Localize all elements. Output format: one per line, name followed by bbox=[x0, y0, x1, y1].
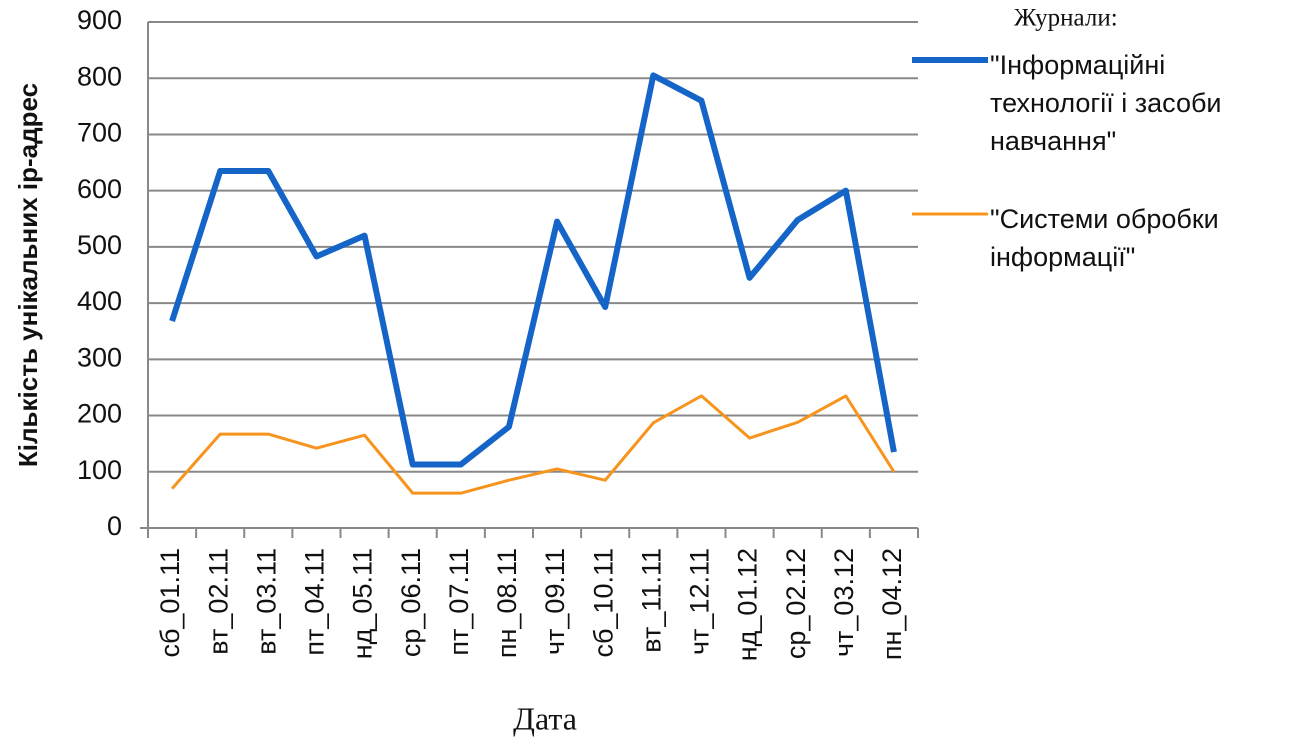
x-tick-label: ср_02.12 bbox=[781, 548, 811, 659]
x-tick-label: нд_05.11 bbox=[348, 548, 378, 659]
x-tick-label: чт_09.11 bbox=[540, 548, 570, 655]
x-tick-label: сб_01.11 bbox=[155, 548, 185, 658]
y-tick-label: 200 bbox=[77, 399, 122, 429]
x-tick-label: чт_12.11 bbox=[685, 548, 715, 655]
x-tick-label: вт_03.11 bbox=[251, 548, 281, 655]
y-axis-label: Кількість унікальних ip-адрес bbox=[13, 83, 43, 467]
series-line bbox=[170, 394, 896, 495]
x-tick-label: чт_03.12 bbox=[829, 548, 859, 657]
y-tick-label: 800 bbox=[77, 61, 122, 91]
legend-title: Журнали: bbox=[1014, 5, 1118, 32]
legend-label: "Інформаційні технології і засоби навчан… bbox=[990, 50, 1222, 156]
x-tick-label: пн_04.12 bbox=[877, 548, 907, 660]
y-tick-label: 700 bbox=[77, 118, 122, 148]
x-tick-label: пн_08.11 bbox=[492, 548, 522, 658]
y-tick-label: 600 bbox=[77, 174, 122, 204]
y-tick-label: 400 bbox=[77, 286, 122, 316]
y-tick-label: 100 bbox=[77, 455, 122, 485]
y-tick-label: 0 bbox=[107, 511, 122, 541]
y-tick-label: 300 bbox=[77, 342, 122, 372]
x-tick-label: пт_04.11 bbox=[300, 548, 330, 656]
y-tick-label: 900 bbox=[77, 5, 122, 35]
x-tick-label: вт_11.11 bbox=[636, 548, 666, 653]
x-tick-label: нд_01.12 bbox=[733, 548, 763, 661]
x-tick-label: пт_07.11 bbox=[444, 548, 474, 656]
x-axis-label: Дата bbox=[513, 700, 577, 736]
x-tick-label: вт_02.11 bbox=[203, 548, 233, 655]
x-tick-label: сб_10.11 bbox=[588, 548, 618, 658]
series-line bbox=[169, 72, 897, 468]
y-tick-label: 500 bbox=[77, 230, 122, 260]
x-tick-label: ср_06.11 bbox=[396, 548, 426, 657]
legend-label: "Системи обробки інформації" bbox=[990, 204, 1219, 272]
